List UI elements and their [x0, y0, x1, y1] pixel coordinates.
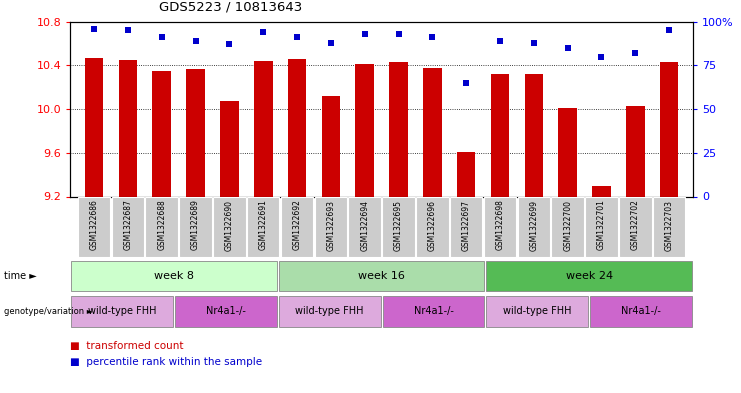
Text: GSM1322699: GSM1322699: [529, 200, 539, 251]
Text: Nr4a1-/-: Nr4a1-/-: [413, 307, 453, 316]
Text: GSM1322694: GSM1322694: [360, 200, 369, 251]
Text: genotype/variation ►: genotype/variation ►: [4, 307, 93, 316]
FancyBboxPatch shape: [518, 196, 550, 257]
Bar: [356, 64, 374, 196]
FancyBboxPatch shape: [78, 196, 110, 257]
Point: [156, 34, 167, 40]
Point: [190, 38, 202, 44]
Text: GSM1322692: GSM1322692: [293, 200, 302, 250]
FancyBboxPatch shape: [486, 261, 692, 292]
Bar: [322, 96, 340, 196]
Point: [291, 34, 303, 40]
Text: Nr4a1-/-: Nr4a1-/-: [206, 307, 246, 316]
Bar: [423, 68, 442, 196]
Bar: [457, 152, 476, 196]
Bar: [592, 185, 611, 196]
FancyBboxPatch shape: [590, 296, 692, 327]
Point: [528, 39, 539, 46]
FancyBboxPatch shape: [213, 196, 245, 257]
FancyBboxPatch shape: [653, 196, 685, 257]
FancyBboxPatch shape: [71, 261, 277, 292]
Text: GSM1322691: GSM1322691: [259, 200, 268, 250]
FancyBboxPatch shape: [279, 296, 381, 327]
Bar: [153, 71, 171, 196]
FancyBboxPatch shape: [486, 296, 588, 327]
Text: GSM1322697: GSM1322697: [462, 200, 471, 251]
Bar: [626, 106, 645, 196]
Text: GSM1322702: GSM1322702: [631, 200, 639, 250]
FancyBboxPatch shape: [175, 296, 277, 327]
Bar: [220, 101, 239, 196]
FancyBboxPatch shape: [145, 196, 178, 257]
Bar: [659, 62, 679, 196]
Point: [359, 31, 370, 37]
Text: GSM1322696: GSM1322696: [428, 200, 437, 251]
Text: GSM1322687: GSM1322687: [124, 200, 133, 250]
Bar: [389, 62, 408, 196]
Bar: [559, 108, 577, 196]
Point: [596, 53, 608, 60]
FancyBboxPatch shape: [484, 196, 516, 257]
FancyBboxPatch shape: [315, 196, 347, 257]
Point: [426, 34, 438, 40]
FancyBboxPatch shape: [450, 196, 482, 257]
Bar: [288, 59, 306, 196]
Text: GSM1322688: GSM1322688: [157, 200, 166, 250]
Bar: [491, 74, 509, 196]
FancyBboxPatch shape: [247, 196, 279, 257]
Point: [562, 45, 574, 51]
Point: [494, 38, 506, 44]
FancyBboxPatch shape: [179, 196, 212, 257]
Text: GSM1322689: GSM1322689: [191, 200, 200, 250]
Text: wild-type FHH: wild-type FHH: [88, 307, 156, 316]
Text: GSM1322698: GSM1322698: [496, 200, 505, 250]
Text: Nr4a1-/-: Nr4a1-/-: [621, 307, 661, 316]
Point: [325, 39, 337, 46]
Text: GSM1322690: GSM1322690: [225, 200, 234, 251]
FancyBboxPatch shape: [71, 296, 173, 327]
Text: GDS5223 / 10813643: GDS5223 / 10813643: [159, 1, 302, 14]
Text: GSM1322701: GSM1322701: [597, 200, 606, 250]
Text: time ►: time ►: [4, 271, 36, 281]
FancyBboxPatch shape: [382, 296, 485, 327]
Point: [224, 41, 236, 48]
FancyBboxPatch shape: [551, 196, 584, 257]
Bar: [186, 69, 205, 196]
Text: GSM1322686: GSM1322686: [90, 200, 99, 250]
FancyBboxPatch shape: [281, 196, 313, 257]
Point: [460, 80, 472, 86]
Text: GSM1322695: GSM1322695: [394, 200, 403, 251]
FancyBboxPatch shape: [585, 196, 618, 257]
FancyBboxPatch shape: [112, 196, 144, 257]
Text: ■  percentile rank within the sample: ■ percentile rank within the sample: [70, 356, 262, 367]
Text: week 16: week 16: [358, 271, 405, 281]
Text: wild-type FHH: wild-type FHH: [296, 307, 364, 316]
Point: [393, 31, 405, 37]
FancyBboxPatch shape: [348, 196, 381, 257]
Point: [122, 27, 134, 33]
Text: GSM1322703: GSM1322703: [665, 200, 674, 251]
Bar: [84, 58, 104, 196]
Text: wild-type FHH: wild-type FHH: [503, 307, 571, 316]
Point: [88, 26, 100, 32]
Text: week 24: week 24: [565, 271, 613, 281]
Bar: [254, 61, 273, 196]
Point: [663, 27, 675, 33]
FancyBboxPatch shape: [279, 261, 485, 292]
FancyBboxPatch shape: [416, 196, 448, 257]
Text: GSM1322700: GSM1322700: [563, 200, 572, 251]
Bar: [525, 74, 543, 196]
Text: GSM1322693: GSM1322693: [326, 200, 336, 251]
FancyBboxPatch shape: [382, 196, 415, 257]
Point: [257, 29, 269, 35]
Text: week 8: week 8: [154, 271, 194, 281]
Bar: [119, 60, 137, 196]
FancyBboxPatch shape: [619, 196, 651, 257]
Point: [629, 50, 641, 56]
Text: ■  transformed count: ■ transformed count: [70, 341, 184, 351]
